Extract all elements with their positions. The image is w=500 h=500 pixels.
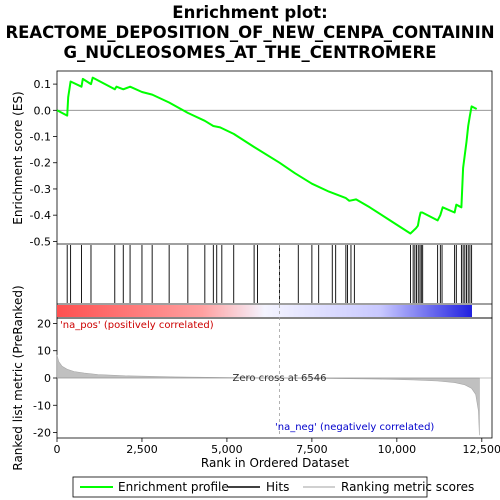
es-y-tick-label: -0.3 (30, 183, 51, 196)
legend-metric-label: Ranking metric scores (341, 480, 474, 494)
x-tick-label: 0 (54, 443, 61, 456)
es-y-axis-label: Enrichment score (ES) (11, 91, 25, 224)
hits-panel (66, 245, 473, 303)
metric-y-tick-label: 10 (37, 345, 51, 358)
x-tick-label: 5,000 (211, 443, 243, 456)
legend-hits-label: Hits (266, 480, 289, 494)
plot-frame (56, 70, 493, 319)
positive-correlation-label: 'na_pos' (positively correlated) (60, 320, 214, 331)
es-panel: 0.1 0.0 -0.1 -0.2 -0.3 -0.4 -0.5 (30, 76, 492, 248)
chart-title-line-1: Enrichment plot: (172, 3, 327, 22)
es-y-tick-label: -0.1 (30, 131, 51, 144)
metric-panel: Zero cross at 6546 'na_pos' (positively c… (33, 245, 500, 456)
metric-y-tick-label: -10 (33, 399, 51, 412)
x-tick-label: 2,500 (126, 443, 158, 456)
x-tick-label: 12,500 (463, 443, 500, 456)
metric-y-tick-label: 20 (37, 317, 51, 330)
es-y-tick-label: 0.0 (34, 104, 52, 117)
zero-cross-label: Zero cross at 6546 (232, 373, 326, 384)
es-y-tick-label: 0.1 (34, 78, 52, 91)
x-tick-label: 7,500 (296, 443, 328, 456)
es-y-tick-label: -0.4 (30, 209, 51, 222)
enrichment-profile-line (56, 76, 478, 235)
chart-title-line-3: G_NUCLEOSOMES_AT_THE_CENTROMERE (63, 43, 436, 62)
es-y-tick-label: -0.5 (30, 235, 51, 248)
metric-y-tick-label: 0 (44, 372, 51, 385)
chart-title-line-2: REACTOME_DEPOSITION_OF_NEW_CENPA_CONTAIN… (5, 23, 494, 42)
metric-y-tick-label: -20 (33, 427, 51, 440)
x-axis-label: Rank in Ordered Dataset (201, 456, 349, 470)
metric-y-axis-label: Ranked list metric (PreRanked) (11, 285, 25, 470)
rank-heatmap-bar (57, 305, 472, 317)
x-tick-label: 10,000 (378, 443, 417, 456)
es-y-tick-label: -0.2 (30, 157, 51, 170)
legend-enrichment-label: Enrichment profile (118, 480, 229, 494)
negative-correlation-label: 'na_neg' (negatively correlated) (275, 422, 434, 433)
